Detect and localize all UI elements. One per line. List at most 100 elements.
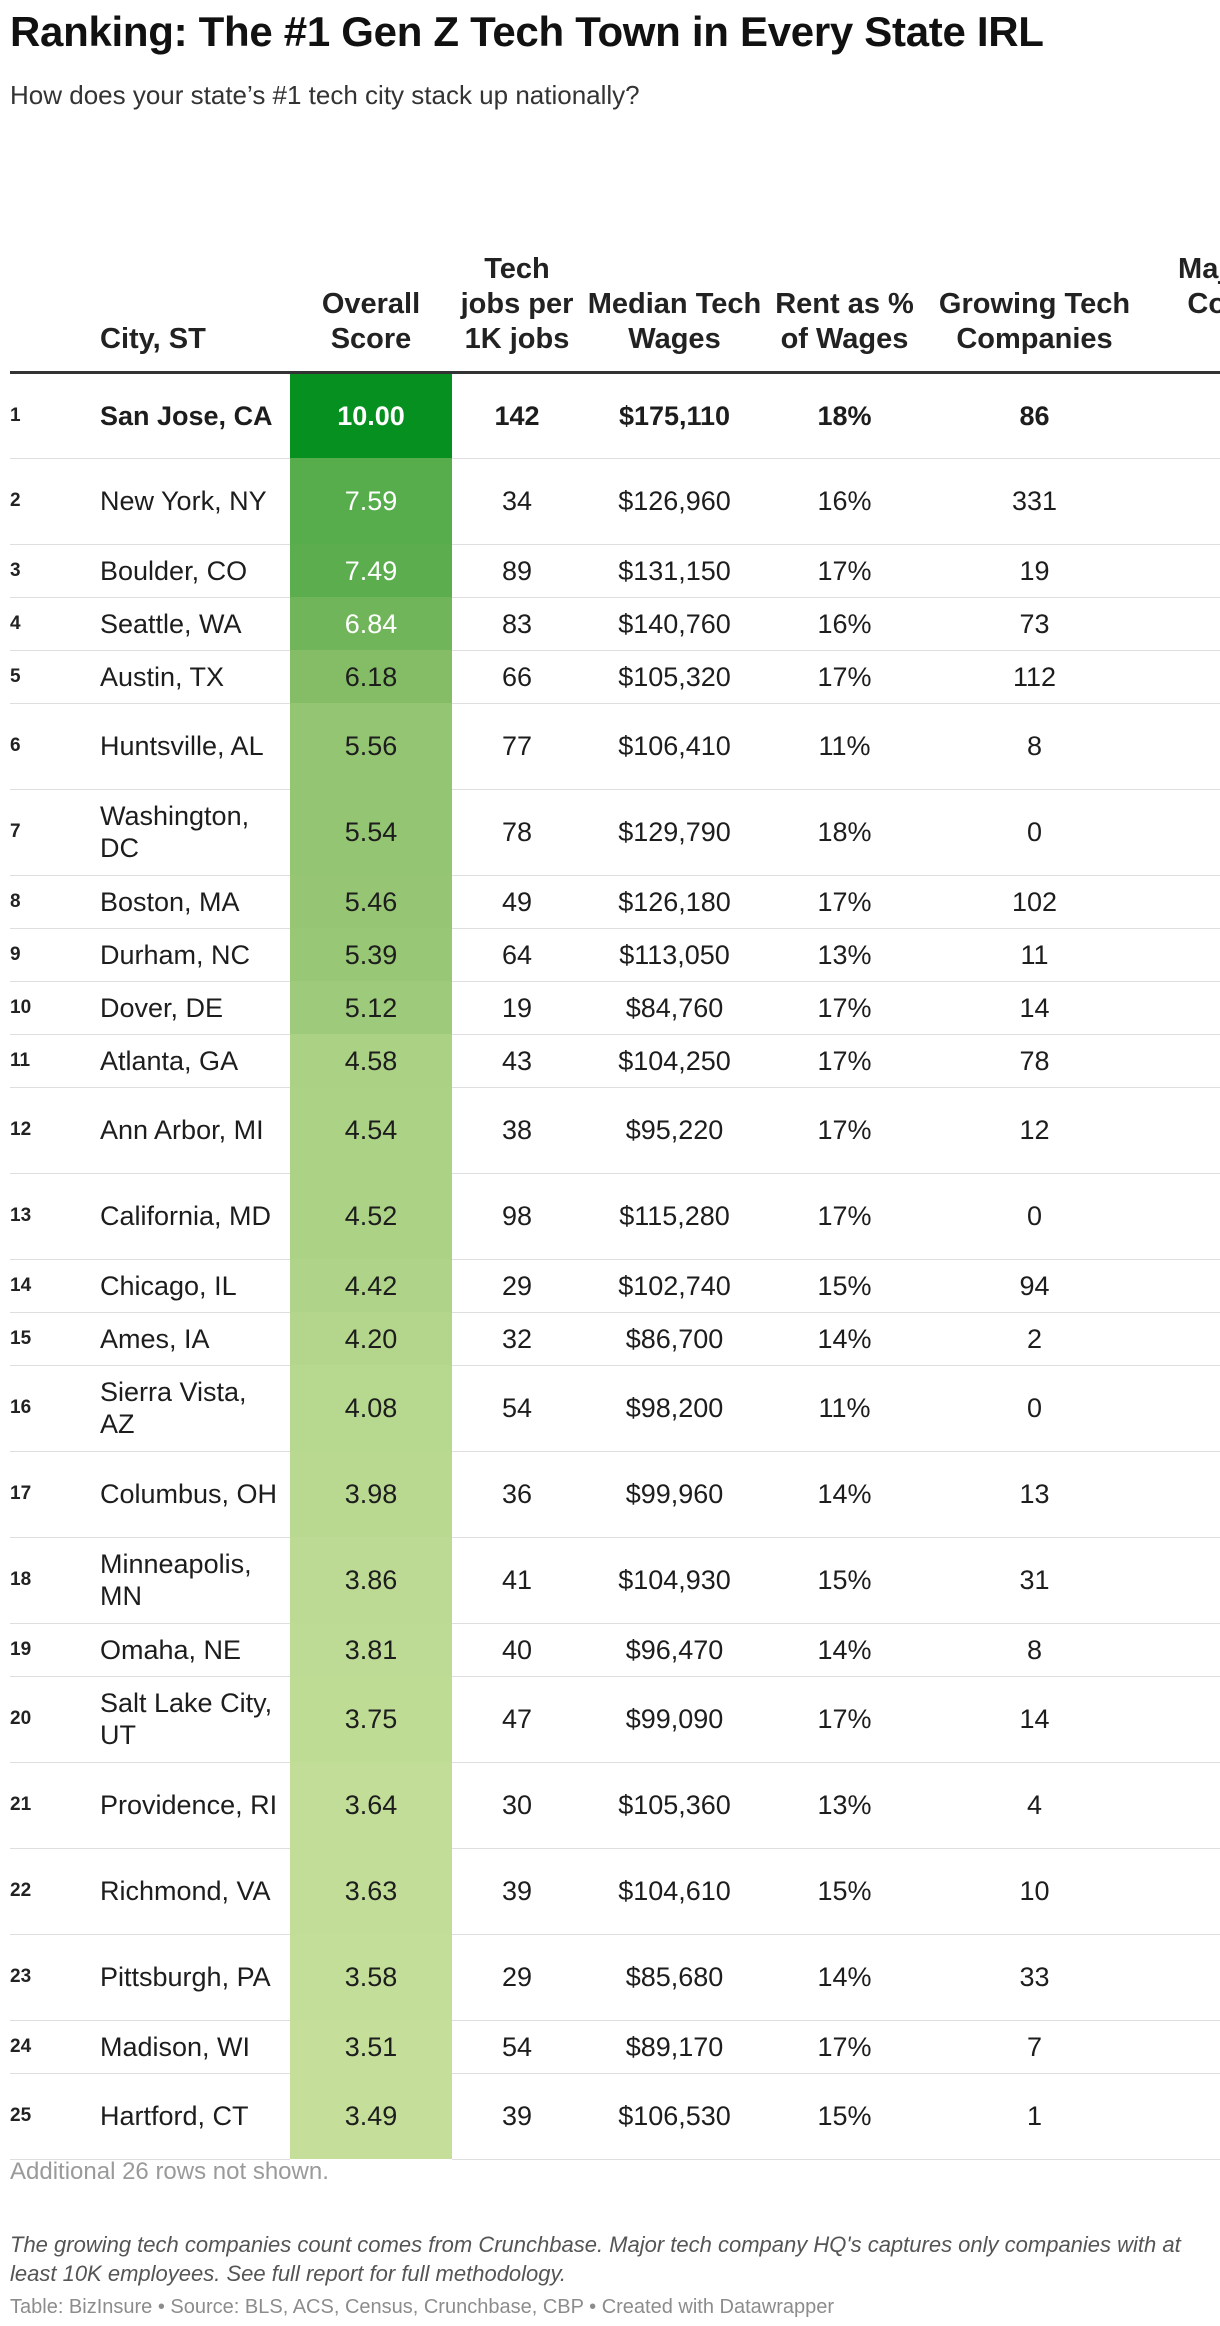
rent-pct-cell: 17% — [767, 2020, 922, 2074]
overall-score-cell: 10.00 — [290, 372, 452, 458]
growing-companies-cell: 8 — [922, 703, 1147, 790]
rent-pct-cell: 16% — [767, 597, 922, 651]
major-hq-cell: 0 — [1147, 981, 1220, 1035]
city-cell: Dover, DE — [100, 981, 290, 1035]
overall-score-cell: 4.08 — [290, 1365, 452, 1451]
tech-jobs-cell: 39 — [452, 1848, 582, 1935]
tech-jobs-cell: 64 — [452, 928, 582, 982]
overall-score-cell: 5.39 — [290, 928, 452, 981]
median-wages-cell: $105,320 — [582, 650, 767, 704]
overall-score-cell: 3.81 — [290, 1623, 452, 1676]
rank-cell: 14 — [10, 1259, 100, 1313]
tech-jobs-cell: 78 — [452, 789, 582, 876]
rent-pct-cell: 15% — [767, 1259, 922, 1313]
major-hq-cell: 3 — [1147, 1623, 1220, 1677]
rank-cell: 1 — [10, 372, 100, 459]
rent-pct-cell: 14% — [767, 1934, 922, 2021]
growing-companies-cell: 112 — [922, 650, 1147, 704]
city-cell: Omaha, NE — [100, 1623, 290, 1677]
rank-cell: 24 — [10, 2020, 100, 2074]
header-tech-jobs[interactable]: Tech jobs per 1K jobs — [452, 160, 582, 374]
growing-companies-cell: 12 — [922, 1087, 1147, 1174]
growing-companies-cell: 0 — [922, 789, 1147, 876]
rank-cell: 4 — [10, 597, 100, 651]
growing-companies-cell: 14 — [922, 1676, 1147, 1763]
overall-score-cell: 5.54 — [290, 789, 452, 875]
tech-jobs-cell: 77 — [452, 703, 582, 790]
rent-pct-cell: 18% — [767, 372, 922, 459]
overall-score-cell: 4.58 — [290, 1034, 452, 1087]
growing-companies-cell: 33 — [922, 1934, 1147, 2021]
tech-jobs-cell: 29 — [452, 1259, 582, 1313]
tech-jobs-cell: 66 — [452, 650, 582, 704]
header-growing-companies[interactable]: Growing Tech Companies — [922, 160, 1147, 374]
growing-companies-cell: 86 — [922, 372, 1147, 459]
tech-jobs-cell: 142 — [452, 372, 582, 459]
growing-companies-cell: 78 — [922, 1034, 1147, 1088]
header-city[interactable]: City, ST — [100, 160, 290, 374]
city-cell: Ann Arbor, MI — [100, 1087, 290, 1174]
header-major-hq[interactable]: Major Tech Company HQ's — [1147, 160, 1220, 374]
city-cell: Sierra Vista, AZ — [100, 1365, 290, 1452]
median-wages-cell: $98,200 — [582, 1365, 767, 1452]
rank-cell: 10 — [10, 981, 100, 1035]
overall-score-cell: 5.56 — [290, 703, 452, 789]
rank-cell: 3 — [10, 544, 100, 598]
city-cell: Madison, WI — [100, 2020, 290, 2074]
city-cell: Atlanta, GA — [100, 1034, 290, 1088]
rank-cell: 15 — [10, 1312, 100, 1366]
major-hq-cell: 1 — [1147, 597, 1220, 651]
rank-cell: 22 — [10, 1848, 100, 1935]
header-median-wages[interactable]: Median Tech Wages — [582, 160, 767, 374]
overall-score-cell: 7.59 — [290, 458, 452, 544]
major-hq-cell: 1 — [1147, 650, 1220, 704]
city-cell: Salt Lake City, UT — [100, 1676, 290, 1763]
overall-score-cell: 3.49 — [290, 2073, 452, 2159]
overall-score-cell: 6.84 — [290, 597, 452, 650]
tech-jobs-cell: 49 — [452, 875, 582, 929]
major-hq-cell: 0 — [1147, 2073, 1220, 2160]
major-hq-cell: 1 — [1147, 875, 1220, 929]
header-rank[interactable] — [10, 160, 100, 374]
tech-jobs-cell: 89 — [452, 544, 582, 598]
city-cell: Pittsburgh, PA — [100, 1934, 290, 2021]
city-cell: New York, NY — [100, 458, 290, 545]
rank-cell: 25 — [10, 2073, 100, 2160]
tech-jobs-cell: 54 — [452, 2020, 582, 2074]
city-cell: Washington, DC — [100, 789, 290, 876]
rank-cell: 13 — [10, 1173, 100, 1260]
rank-cell: 23 — [10, 1934, 100, 2021]
rank-cell: 6 — [10, 703, 100, 790]
more-rows-note: Additional 26 rows not shown. — [10, 2158, 329, 2185]
header-overall-score[interactable]: Overall Score — [290, 160, 452, 374]
growing-companies-cell: 31 — [922, 1537, 1147, 1624]
median-wages-cell: $96,470 — [582, 1623, 767, 1677]
tech-jobs-cell: 47 — [452, 1676, 582, 1763]
city-cell: Columbus, OH — [100, 1451, 290, 1538]
growing-companies-cell: 0 — [922, 1173, 1147, 1260]
median-wages-cell: $104,250 — [582, 1034, 767, 1088]
major-hq-cell: 4 — [1147, 458, 1220, 545]
table-viewport[interactable]: City, ST Overall Score Tech jobs per 1K … — [10, 160, 1220, 2160]
major-hq-cell: 5 — [1147, 1451, 1220, 1538]
median-wages-cell: $129,790 — [582, 789, 767, 876]
major-hq-cell: 0 — [1147, 1848, 1220, 1935]
median-wages-cell: $126,960 — [582, 458, 767, 545]
median-wages-cell: $102,740 — [582, 1259, 767, 1313]
median-wages-cell: $140,760 — [582, 597, 767, 651]
table-header: City, ST Overall Score Tech jobs per 1K … — [10, 160, 1220, 374]
tech-jobs-cell: 43 — [452, 1034, 582, 1088]
header-rent-pct[interactable]: Rent as % of Wages — [767, 160, 922, 374]
